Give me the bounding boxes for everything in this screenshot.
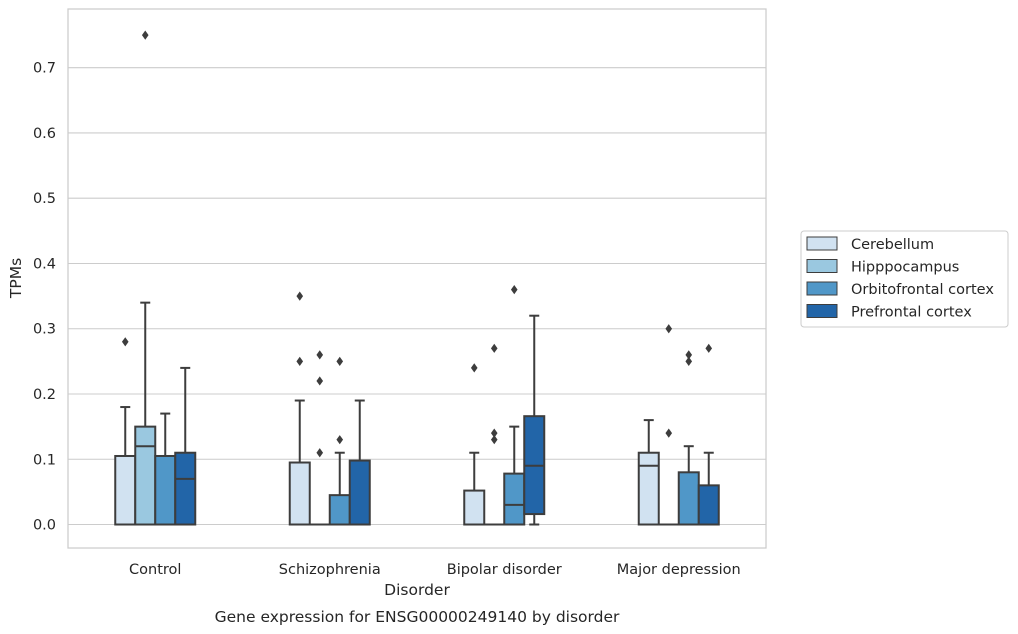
outlier-point bbox=[705, 343, 713, 353]
box-3-3 bbox=[697, 343, 720, 526]
outlier-point bbox=[316, 376, 324, 386]
y-tick-label: 0.3 bbox=[33, 322, 56, 338]
outlier-point bbox=[296, 356, 304, 366]
y-tick-label: 0.5 bbox=[33, 191, 56, 207]
chart-caption: Gene expression for ENSG00000249140 by d… bbox=[215, 608, 620, 626]
outlier-point bbox=[490, 343, 498, 353]
box-body bbox=[134, 425, 157, 526]
box-0-3 bbox=[174, 366, 197, 526]
box-1-3 bbox=[348, 399, 371, 526]
plot-frame bbox=[67, 8, 767, 549]
outlier-point bbox=[490, 435, 498, 445]
outlier-point bbox=[141, 30, 149, 40]
box-body bbox=[114, 454, 137, 526]
box-2-1 bbox=[484, 343, 505, 526]
outlier-point bbox=[121, 337, 129, 347]
x-tick-label: Schizophrenia bbox=[279, 562, 381, 578]
legend-label: Cerebellum bbox=[851, 237, 934, 253]
outlier-point bbox=[665, 428, 673, 438]
outlier-point bbox=[510, 284, 518, 295]
x-axis-title: Disorder bbox=[384, 581, 450, 599]
legend: Cerebellum Hipppocampus Orbitofrontal cort… bbox=[800, 230, 1009, 328]
box-0-1 bbox=[134, 30, 157, 526]
outlier-point bbox=[470, 363, 478, 373]
box-3-0 bbox=[637, 419, 660, 526]
x-tick-label: Control bbox=[129, 562, 181, 578]
legend-label: Prefrontal cortex bbox=[851, 305, 972, 321]
box-2-3 bbox=[523, 314, 546, 526]
outlier-point bbox=[336, 435, 344, 445]
box-body bbox=[677, 471, 700, 526]
box-1-0 bbox=[288, 291, 311, 526]
outlier-point bbox=[490, 428, 498, 438]
x-tick-label: Major depression bbox=[617, 562, 741, 578]
legend-swatch bbox=[806, 304, 838, 318]
y-tick-label: 0.4 bbox=[33, 256, 56, 272]
legend-swatch bbox=[806, 281, 838, 296]
y-tick-labels: 0.0 0.1 0.2 0.3 0.4 0.5 0.6 0.7 bbox=[33, 61, 56, 534]
outlier-point bbox=[685, 356, 693, 366]
legend-swatch bbox=[806, 236, 838, 251]
box-body bbox=[463, 489, 486, 526]
y-tick-label: 0.2 bbox=[33, 387, 56, 403]
legend-label: Hipppocampus bbox=[851, 260, 959, 276]
legend-label: Orbitofrontal cortex bbox=[851, 282, 994, 298]
legend-swatch bbox=[806, 259, 838, 273]
box-body bbox=[174, 451, 197, 526]
box-body bbox=[154, 454, 177, 526]
box-body bbox=[503, 472, 526, 526]
box-plots bbox=[114, 30, 720, 526]
box-body bbox=[328, 494, 351, 526]
x-tick-labels: Control Schizophrenia Bipolar disorder Majo… bbox=[129, 562, 741, 578]
y-tick-label: 0.0 bbox=[33, 518, 56, 534]
box-1-1 bbox=[309, 350, 330, 526]
box-3-1 bbox=[658, 324, 679, 526]
box-2-2 bbox=[503, 284, 526, 526]
box-body bbox=[637, 451, 660, 526]
outlier-point bbox=[316, 448, 324, 458]
y-tick-label: 0.6 bbox=[33, 126, 56, 142]
box-1-2 bbox=[328, 356, 351, 526]
box-body bbox=[697, 484, 720, 526]
outlier-point bbox=[336, 356, 344, 366]
box-0-0 bbox=[114, 337, 137, 526]
box-body bbox=[288, 461, 311, 526]
legend-frame bbox=[800, 230, 1009, 328]
outlier-point bbox=[316, 350, 324, 360]
outlier-point bbox=[665, 324, 673, 334]
box-2-0 bbox=[463, 363, 486, 526]
y-tick-label: 0.7 bbox=[33, 61, 56, 77]
x-tick-label: Bipolar disorder bbox=[447, 562, 562, 578]
y-axis-title: TPMs bbox=[7, 258, 25, 299]
y-tick-label: 0.1 bbox=[33, 452, 56, 468]
outlier-point bbox=[296, 291, 304, 301]
outlier-point bbox=[685, 350, 693, 360]
box-body bbox=[348, 459, 371, 526]
